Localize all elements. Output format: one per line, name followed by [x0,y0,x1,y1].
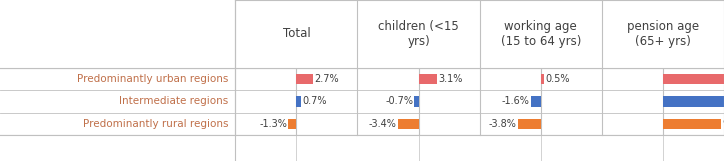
Text: Predominantly urban regions: Predominantly urban regions [77,74,228,84]
Text: Intermediate regions: Intermediate regions [119,96,228,106]
Text: -1.6%: -1.6% [502,96,530,106]
Bar [288,119,296,129]
Bar [663,74,724,84]
Text: Total: Total [282,27,311,40]
Text: Predominantly rural regions: Predominantly rural regions [83,119,228,129]
Text: pension age
(65+ yrs): pension age (65+ yrs) [627,20,699,48]
Text: 0.7%: 0.7% [302,96,327,106]
Bar [541,74,544,84]
Text: working age
(15 to 64 yrs): working age (15 to 64 yrs) [500,20,581,48]
Bar [296,74,313,84]
Text: 3.1%: 3.1% [439,74,463,84]
Text: children (<15
yrs): children (<15 yrs) [378,20,459,48]
Text: -0.7%: -0.7% [385,96,413,106]
Text: 0.5%: 0.5% [545,74,570,84]
Bar [663,96,724,107]
Bar [414,96,418,107]
Text: -3.4%: -3.4% [369,119,397,129]
Text: -1.3%: -1.3% [259,119,287,129]
Text: 9.5%: 9.5% [722,119,724,129]
Bar [663,119,721,129]
Bar [397,119,418,129]
Bar [418,74,437,84]
Bar [296,96,300,107]
Text: -3.8%: -3.8% [489,119,516,129]
Bar [518,119,541,129]
Bar [531,96,541,107]
Text: 2.7%: 2.7% [314,74,339,84]
